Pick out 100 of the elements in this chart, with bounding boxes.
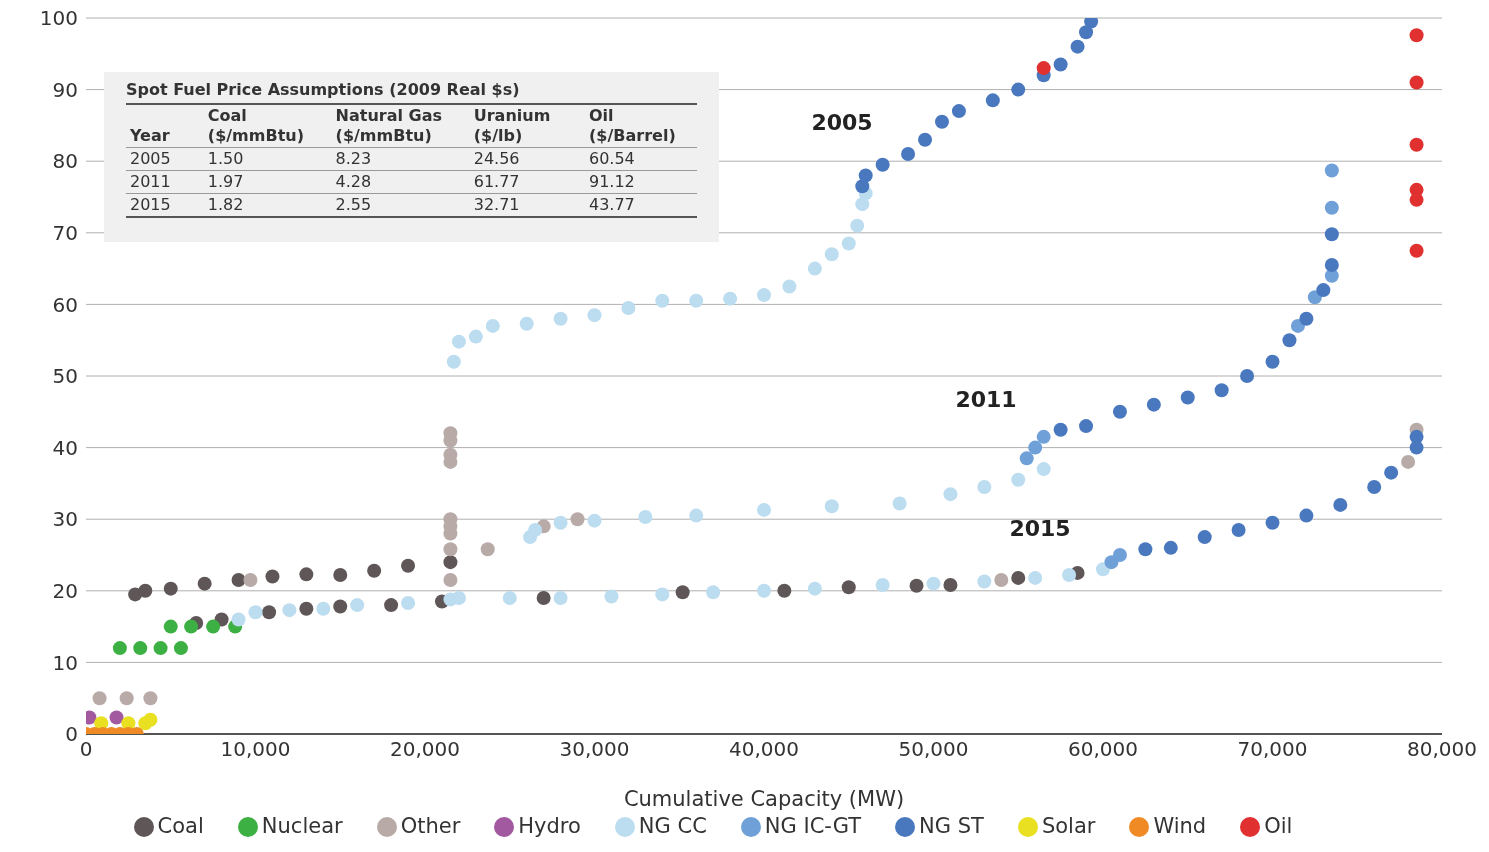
point — [1409, 28, 1424, 43]
point — [553, 590, 568, 605]
point — [333, 599, 348, 614]
point — [206, 619, 221, 634]
point — [875, 578, 890, 593]
point — [977, 574, 992, 589]
point — [638, 510, 653, 525]
annotation: 8.23 — [334, 148, 373, 170]
point — [757, 502, 771, 517]
point — [262, 605, 277, 620]
point — [485, 318, 500, 333]
y-tick-label: 80 — [52, 149, 78, 174]
point — [231, 612, 246, 627]
point — [807, 581, 822, 596]
annotation: Natural Gas ($/mmBtu) — [334, 105, 443, 147]
point — [655, 293, 670, 308]
point — [451, 590, 466, 605]
point — [1079, 419, 1094, 434]
point — [143, 691, 158, 706]
point — [528, 522, 543, 537]
point — [333, 568, 348, 583]
y-tick-label: 70 — [52, 220, 78, 245]
x-axis-title: Cumulative Capacity (MW) — [623, 787, 905, 811]
point — [1299, 508, 1314, 523]
point — [92, 691, 107, 706]
point — [231, 573, 246, 588]
point — [1265, 354, 1280, 369]
point — [443, 542, 458, 557]
point — [675, 585, 690, 600]
annotation: 61.77 — [472, 171, 521, 193]
point — [243, 573, 258, 588]
annotation: 4.28 — [334, 171, 373, 193]
legend-label: NG IC-GT — [764, 814, 862, 838]
point — [536, 590, 551, 605]
x-tick-label: 40,000 — [729, 737, 799, 762]
point — [934, 114, 949, 129]
point — [587, 308, 602, 323]
point — [350, 598, 365, 613]
point — [1214, 383, 1229, 398]
point — [367, 563, 382, 578]
point — [1409, 243, 1424, 258]
point — [926, 576, 941, 591]
point — [1401, 454, 1416, 469]
point — [1282, 333, 1297, 348]
x-tick-label: 20,000 — [390, 737, 460, 762]
legend-label: Solar — [1041, 814, 1096, 838]
point — [443, 573, 458, 588]
point — [1324, 227, 1339, 242]
point — [1138, 542, 1153, 557]
point — [401, 595, 416, 610]
point — [655, 587, 670, 602]
point — [1324, 200, 1339, 215]
point — [723, 291, 738, 306]
point — [1367, 479, 1382, 494]
point — [1011, 472, 1026, 487]
x-tick-label: 30,000 — [559, 737, 630, 762]
y-tick-label: 30 — [52, 507, 78, 532]
point — [1163, 540, 1178, 555]
point — [468, 329, 483, 344]
point — [841, 236, 856, 251]
point — [621, 300, 636, 315]
point — [1240, 369, 1255, 383]
point — [1112, 548, 1127, 562]
point — [1028, 570, 1043, 585]
annotation: Year — [129, 125, 171, 147]
point — [943, 487, 958, 502]
point — [587, 513, 602, 528]
annotation: 1.82 — [206, 194, 245, 216]
legend-label: Coal — [157, 814, 204, 838]
point — [1409, 192, 1424, 207]
point — [316, 601, 331, 616]
point — [1146, 397, 1161, 412]
point — [985, 93, 1000, 108]
point — [1053, 422, 1068, 437]
point — [480, 542, 495, 557]
legend-label: NG ST — [919, 814, 984, 838]
annotation: Oil ($/Barrel) — [588, 105, 677, 147]
legend-label: Hydro — [518, 814, 581, 838]
x-tick-label: 10,000 — [220, 737, 291, 762]
point — [1011, 82, 1026, 97]
point — [1265, 515, 1280, 530]
legend-label: Nuclear — [261, 814, 343, 838]
x-tick-label: 50,000 — [898, 737, 969, 762]
point — [265, 569, 280, 584]
legend-label: NG CC — [638, 814, 707, 838]
point — [918, 132, 933, 147]
x-tick-label: 80,000 — [1407, 737, 1477, 762]
y-tick-label: 10 — [52, 650, 78, 675]
point — [782, 279, 797, 294]
point — [1290, 318, 1305, 333]
point — [943, 578, 958, 593]
point — [824, 499, 839, 514]
point — [1409, 137, 1424, 152]
annotation: 2015 — [1009, 515, 1071, 541]
point — [143, 712, 158, 727]
point — [1316, 283, 1331, 298]
x-tick-label: 70,000 — [1237, 737, 1308, 762]
point — [184, 619, 199, 634]
point — [909, 578, 924, 593]
point — [553, 515, 568, 530]
